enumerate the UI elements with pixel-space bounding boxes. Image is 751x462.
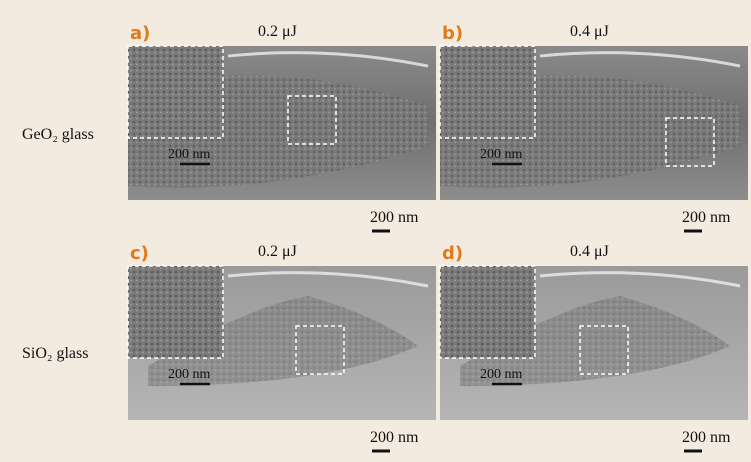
scale-label: 200 nm: [682, 209, 731, 226]
energy-label: 0.2 μJ: [258, 23, 297, 40]
figure: GeO₂ glass SiO₂ glass 200 nm a) 0.2 μJ 200 …: [0, 0, 751, 462]
inset: [128, 46, 223, 138]
scale-label: 200 nm: [682, 429, 731, 446]
inset-scale-label: 200 nm: [480, 147, 523, 162]
panel-label: b): [442, 23, 463, 44]
inset-scale-label: 200 nm: [480, 367, 523, 382]
inset-scale-label: 200 nm: [168, 147, 211, 162]
inset: [440, 266, 535, 358]
scale-label: 200 nm: [370, 429, 419, 446]
inset-scale-label: 200 nm: [168, 367, 211, 382]
energy-label: 0.2 μJ: [258, 243, 297, 260]
panel-label: d): [442, 243, 463, 264]
row-label: GeO₂ glass: [22, 126, 94, 143]
panel-label: a): [130, 23, 150, 44]
panel-label: c): [130, 243, 149, 264]
inset: [128, 266, 223, 358]
energy-label: 0.4 μJ: [570, 243, 609, 260]
energy-label: 0.4 μJ: [570, 23, 609, 40]
inset: [440, 46, 535, 138]
scale-label: 200 nm: [370, 209, 419, 226]
row-label: SiO₂ glass: [22, 345, 88, 362]
